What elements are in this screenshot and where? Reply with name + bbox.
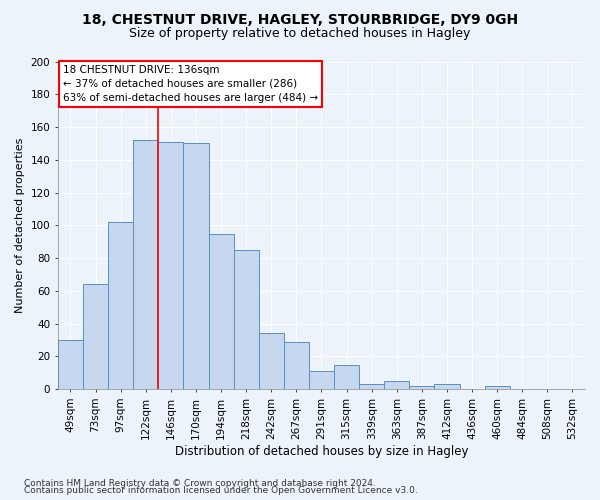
Text: Size of property relative to detached houses in Hagley: Size of property relative to detached ho…: [130, 28, 470, 40]
Bar: [434, 384, 460, 389]
Bar: [108, 222, 133, 389]
Bar: [83, 284, 108, 389]
Bar: [384, 381, 409, 389]
Bar: [485, 386, 510, 389]
Bar: [133, 140, 158, 389]
Bar: [209, 234, 233, 389]
Bar: [284, 342, 309, 389]
X-axis label: Distribution of detached houses by size in Hagley: Distribution of detached houses by size …: [175, 444, 468, 458]
Bar: [158, 142, 184, 389]
Bar: [409, 386, 434, 389]
Bar: [334, 364, 359, 389]
Text: 18, CHESTNUT DRIVE, HAGLEY, STOURBRIDGE, DY9 0GH: 18, CHESTNUT DRIVE, HAGLEY, STOURBRIDGE,…: [82, 12, 518, 26]
Bar: [309, 371, 334, 389]
Text: 18 CHESTNUT DRIVE: 136sqm
← 37% of detached houses are smaller (286)
63% of semi: 18 CHESTNUT DRIVE: 136sqm ← 37% of detac…: [63, 65, 318, 103]
Text: Contains HM Land Registry data © Crown copyright and database right 2024.: Contains HM Land Registry data © Crown c…: [24, 478, 376, 488]
Bar: [359, 384, 384, 389]
Bar: [58, 340, 83, 389]
Y-axis label: Number of detached properties: Number of detached properties: [15, 138, 25, 313]
Bar: [259, 334, 284, 389]
Bar: [233, 250, 259, 389]
Text: Contains public sector information licensed under the Open Government Licence v3: Contains public sector information licen…: [24, 486, 418, 495]
Bar: [184, 144, 209, 389]
